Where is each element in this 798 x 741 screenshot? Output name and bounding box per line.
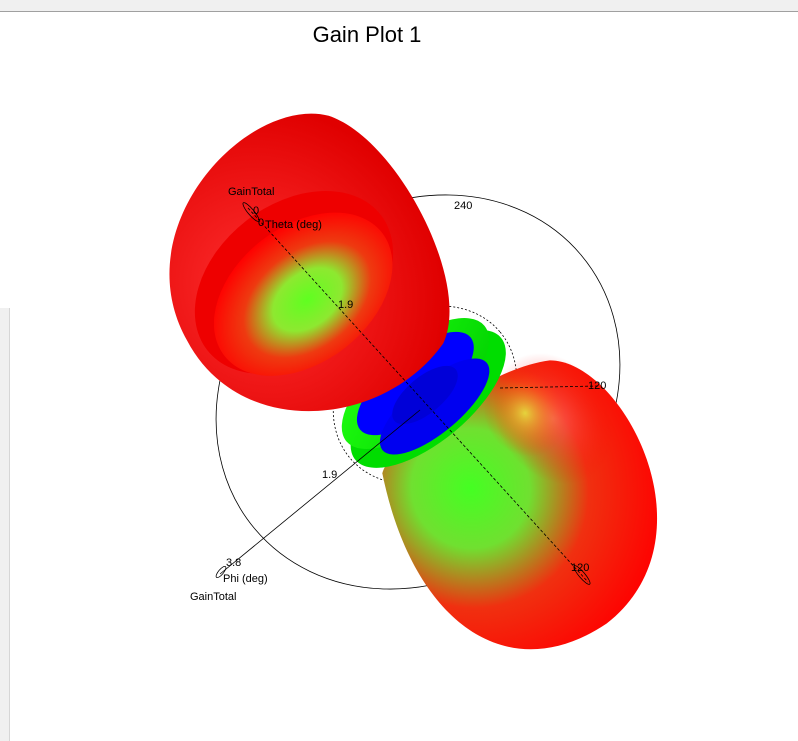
theta-axis-label: Theta (deg)	[265, 219, 322, 231]
plot-title: Gain Plot 1	[312, 22, 422, 47]
gain-tick-3.8: 3.8	[226, 557, 241, 569]
phi-axis-marker	[215, 566, 227, 578]
gain-tick-1.9-top: 1.9	[338, 299, 353, 311]
top-lobe	[169, 113, 450, 412]
window-top-bar	[0, 0, 798, 12]
phi-axis-label: Phi (deg)	[223, 573, 268, 585]
gain-tick-0: 0	[258, 217, 264, 229]
gain-label-top: GainTotal	[228, 186, 274, 198]
theta-axis-bottom-marker	[573, 565, 591, 585]
central-body	[341, 318, 506, 468]
gain-axis-line	[219, 409, 421, 575]
gain-label-bottom: GainTotal	[190, 591, 236, 603]
theta-axis-line	[247, 207, 589, 583]
phi-tick-120: 120	[588, 380, 606, 392]
left-panel-edge	[0, 308, 10, 741]
theta-tick-120: 120	[571, 562, 589, 574]
gain-tick-1.9-bottom: 1.9	[322, 469, 337, 481]
horizontal-axis-line	[499, 385, 599, 389]
phi-tick-240: 240	[454, 200, 472, 212]
theta-axis-top-marker	[242, 202, 260, 222]
theta-tick-0: 0	[253, 205, 259, 217]
